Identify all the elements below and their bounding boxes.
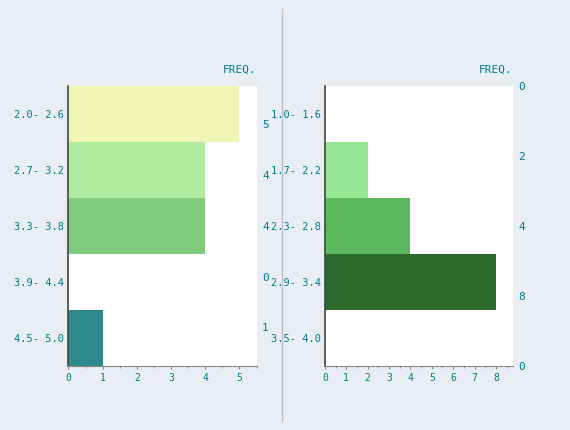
Bar <box>325 254 496 310</box>
Bar <box>68 86 239 142</box>
Bar <box>68 142 205 198</box>
Text: FREQ.: FREQ. <box>223 65 256 75</box>
Text: FREQ.: FREQ. <box>479 65 513 75</box>
Bar <box>68 310 103 365</box>
Bar <box>325 198 410 254</box>
Bar <box>325 142 368 198</box>
Bar <box>68 198 205 254</box>
